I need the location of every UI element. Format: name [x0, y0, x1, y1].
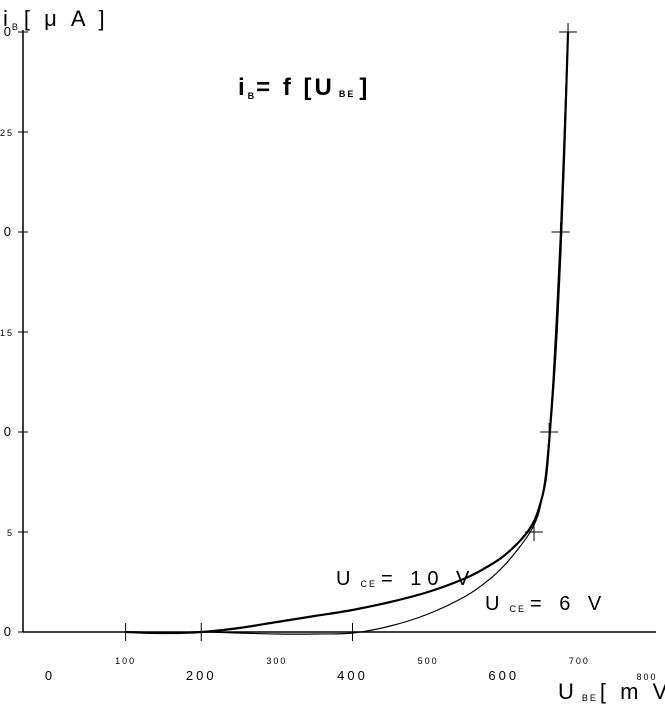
- y-tick-label: 5: [7, 528, 14, 538]
- y-tick-label: 25: [0, 128, 14, 138]
- marked-point: [551, 223, 570, 241]
- formula-equals: = f [: [256, 74, 314, 101]
- y-tick-label: 15: [0, 328, 14, 338]
- series-label-6v: U CE = 6 V: [485, 593, 607, 615]
- marked-points: [116, 23, 578, 641]
- x-tick-label: 800: [636, 672, 657, 682]
- y-tick-label: 10: [0, 424, 14, 439]
- x-tick-label: 200: [186, 668, 217, 683]
- y-tick-label: 20: [0, 224, 14, 239]
- marked-point: [192, 623, 211, 641]
- y-axis-title-unit: [ μ A ]: [24, 6, 109, 31]
- x-axis-title: U BE[ m V ]: [558, 679, 665, 704]
- formula: iB= f [U BE]: [238, 74, 370, 101]
- series-label-6v-sub: CE: [509, 604, 526, 614]
- marked-point: [540, 423, 559, 441]
- x-tick-label: 300: [266, 656, 287, 666]
- marked-point: [525, 523, 543, 541]
- x-axis-title-sub: BE: [582, 693, 598, 703]
- series-label-6v-main: U: [485, 593, 505, 615]
- x-tick-label: 500: [418, 656, 439, 666]
- formula-lhs-sub: B: [248, 91, 257, 101]
- series-label-10v-sub: CE: [360, 579, 377, 589]
- x-axis-title-main: U: [558, 679, 578, 704]
- series-label-10v-main: U: [336, 568, 356, 590]
- x-tick-label: 400: [337, 668, 368, 683]
- y-tick-label: 0: [4, 624, 14, 639]
- formula-arg-sub: BE: [339, 89, 356, 99]
- y-tick-label: 30: [0, 24, 14, 39]
- marked-point: [343, 623, 362, 641]
- series-label-10v: U CE = 10 V: [336, 568, 475, 590]
- x-tick-label: 0: [45, 668, 55, 683]
- series-label-6v-rest: = 6 V: [530, 593, 607, 615]
- tick-labels: 0510152025300100200300400500600700800: [0, 24, 657, 683]
- y-axis-title-main: i: [3, 6, 12, 31]
- x-tick-label: 700: [569, 656, 590, 666]
- series-label-10v-rest: = 10 V: [381, 568, 475, 590]
- series-line-uce-6v: [125, 31, 569, 635]
- formula-lhs-main: i: [238, 74, 248, 101]
- formula-close: ]: [359, 74, 370, 101]
- series-line-uce-10v: [125, 31, 570, 635]
- formula-arg-main: U: [315, 74, 335, 101]
- series-group: [125, 31, 570, 635]
- x-tick-label: 600: [488, 668, 519, 683]
- x-tick-label: 100: [115, 656, 136, 666]
- y-axis-title: iB [ μ A ]: [3, 6, 109, 32]
- x-axis-title-unit: [ m V ]: [600, 679, 665, 704]
- marked-point: [559, 23, 578, 41]
- marked-point: [116, 623, 135, 641]
- ticks: [18, 31, 28, 633]
- y-axis-title-sub: B: [12, 22, 20, 32]
- axes: [22, 30, 656, 633]
